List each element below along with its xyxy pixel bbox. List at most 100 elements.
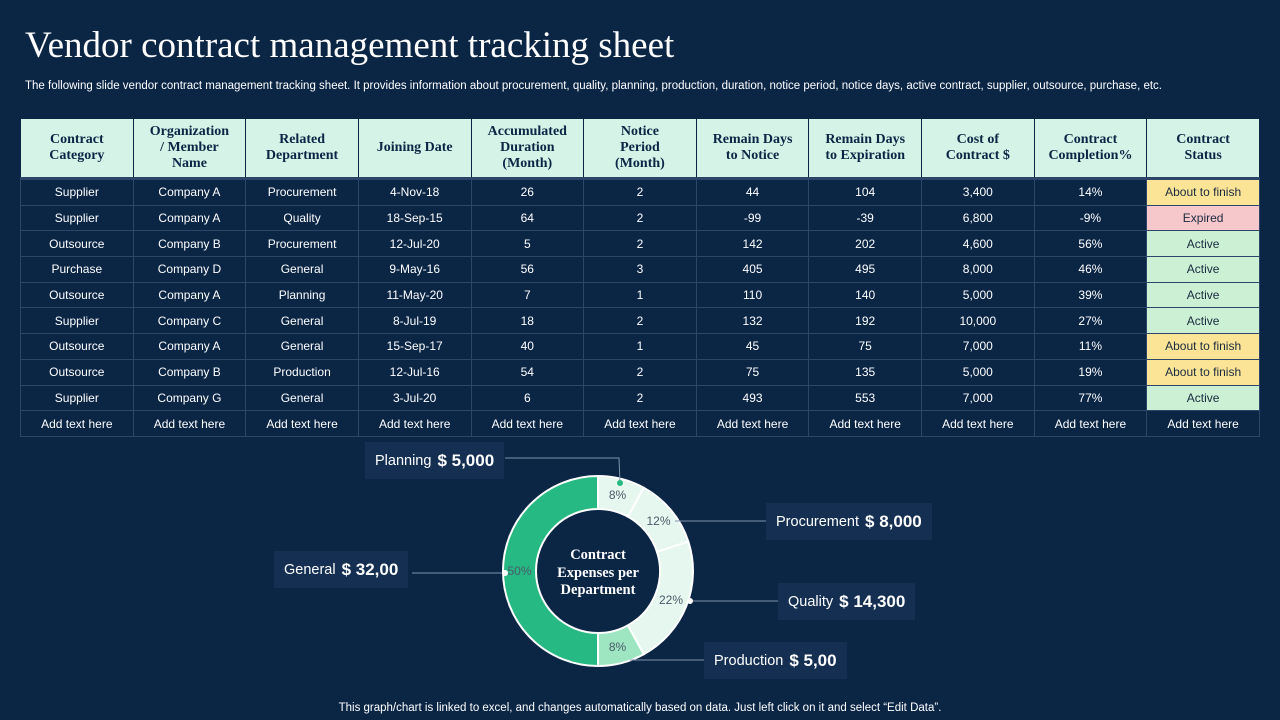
- slice-label-procurement: 12%: [646, 514, 670, 528]
- callout-quality-amount: $ 14,300: [839, 591, 906, 611]
- table-cell: 7,000: [921, 333, 1035, 360]
- connector-dot-general: [502, 570, 508, 576]
- table-cell: 44: [695, 177, 810, 206]
- slice-label-planning: 8%: [609, 488, 627, 502]
- column-header-text: Accumulated: [487, 124, 567, 139]
- column-header-text: Status: [1184, 148, 1222, 163]
- table-cell: 3,400: [921, 177, 1035, 206]
- callout-general-label: General: [284, 561, 336, 578]
- status-badge: About to finish: [1146, 333, 1260, 360]
- status-badge: Active: [1146, 256, 1260, 283]
- column-header-text: Department: [265, 148, 339, 163]
- table-cell: 45: [695, 333, 810, 360]
- table-cell: Add text here: [695, 410, 810, 437]
- table-cell: 2: [583, 384, 697, 412]
- table-cell: Add text here: [132, 410, 247, 437]
- status-badge: About to finish: [1146, 358, 1260, 386]
- status-badge: Expired: [1146, 204, 1260, 232]
- column-header: Remain Days to Expiration: [808, 116, 922, 179]
- table-cell: -9%: [1033, 204, 1148, 232]
- column-header-text: Period: [620, 140, 660, 155]
- slice-label-general: 50%: [507, 564, 531, 578]
- column-header-text: Name: [171, 156, 207, 171]
- table-cell: Add text here: [357, 410, 472, 437]
- callout-procurement: Procurement $ 8,000: [766, 503, 932, 540]
- callout-procurement-label: Procurement: [776, 513, 860, 530]
- column-header: Related Department: [245, 116, 359, 179]
- column-header-text: Contract $: [945, 148, 1010, 163]
- table-cell: 5: [470, 230, 585, 258]
- column-header-text: Completion%: [1048, 148, 1133, 163]
- table-cell: Add text here: [1033, 410, 1148, 437]
- callout-quality: Quality $ 14,300: [778, 583, 916, 620]
- column-header: Contract Status: [1146, 116, 1260, 179]
- table-row: Add text here Add text here Add text here A…: [20, 410, 1260, 437]
- callout-production: Production $ 5,00: [704, 642, 847, 679]
- column-header: Remain Days to Notice: [695, 116, 810, 179]
- chart-title-line-2: Expenses per: [557, 565, 639, 581]
- column-header-text: Contract: [1063, 132, 1118, 147]
- column-header-text: Remain Days: [712, 132, 793, 147]
- table-cell: Company D: [132, 256, 247, 283]
- table-cell: Add text here: [921, 410, 1035, 437]
- table-cell: Company C: [132, 307, 247, 335]
- table-cell: Procurement: [245, 177, 359, 206]
- table-cell: 19%: [1033, 358, 1148, 386]
- table-cell: General: [245, 256, 359, 283]
- table-cell: Supplier: [20, 177, 134, 206]
- table-cell: 10,000: [921, 307, 1035, 335]
- table-cell: Outsource: [20, 358, 134, 386]
- table-cell: Supplier: [20, 204, 134, 232]
- table-cell: Company A: [132, 333, 247, 360]
- table-row: Supplier Company A Procurement 4-Nov-18 26 2 4…: [20, 177, 1260, 206]
- column-header: Joining Date: [357, 116, 472, 179]
- table-cell: 11-May-20: [357, 281, 472, 309]
- column-header-text: / Member: [160, 140, 219, 155]
- table-cell: 12-Jul-16: [357, 358, 472, 386]
- slice-label-quality: 22%: [659, 593, 683, 607]
- table-header-row: Contract Category Organization / Member Name…: [20, 116, 1260, 179]
- table-cell: 5,000: [921, 281, 1035, 309]
- callout-connectors: [412, 457, 778, 661]
- table-row: Outsource Company B Procurement 12-Jul-20 5 2…: [20, 230, 1260, 258]
- column-header-text: to Expiration: [825, 148, 906, 163]
- column-header-text: Cost of: [956, 132, 999, 147]
- page-title: Vendor contract management tracking shee…: [25, 25, 675, 66]
- table-cell: 4-Nov-18: [357, 177, 472, 206]
- column-header-text: Related: [279, 132, 325, 147]
- callout-general: General $ 32,00: [274, 551, 409, 588]
- column-header: Organization / Member Name: [132, 116, 247, 179]
- chart-title-line-1: Contract: [570, 547, 626, 563]
- connector-planning: [505, 457, 621, 484]
- callout-planning: Planning $ 5,000: [365, 442, 505, 479]
- table-cell: 5,000: [921, 358, 1035, 386]
- table-cell: Add text here: [583, 410, 697, 437]
- table-cell: Company A: [132, 177, 247, 206]
- table-cell: 26: [470, 177, 585, 206]
- chart-title-line-3: Department: [561, 582, 636, 598]
- table-cell: 7: [470, 281, 585, 309]
- table-cell: Production: [245, 358, 359, 386]
- table-cell: General: [245, 333, 359, 360]
- table-cell: 27%: [1033, 307, 1148, 335]
- table-cell: 3: [583, 256, 697, 283]
- table-cell: 12-Jul-20: [357, 230, 472, 258]
- status-badge: About to finish: [1146, 177, 1260, 206]
- column-header: Cost of Contract $: [921, 116, 1035, 179]
- table-cell: 8-Jul-19: [357, 307, 472, 335]
- table-cell: 405: [695, 256, 810, 283]
- table-cell: 11%: [1033, 333, 1148, 360]
- tracking-table: Contract Category Organization / Member Name…: [20, 116, 1260, 437]
- callout-general-amount: $ 32,00: [341, 559, 399, 579]
- column-header-text: Joining Date: [376, 140, 453, 155]
- table-cell: 2: [583, 177, 697, 206]
- table-cell: Add text here: [1146, 410, 1260, 437]
- table-cell: Purchase: [20, 256, 134, 283]
- column-header-text: (Month): [502, 156, 553, 171]
- slice-labels: 8% 12% 22% 8% 50%: [507, 488, 683, 654]
- table-body: Supplier Company A Procurement 4-Nov-18 26 2 4…: [20, 177, 1260, 437]
- footer-note: This graph/chart is linked to excel, and…: [338, 702, 942, 714]
- callout-production-amount: $ 5,00: [789, 650, 837, 670]
- callout-planning-amount: $ 5,000: [437, 450, 495, 470]
